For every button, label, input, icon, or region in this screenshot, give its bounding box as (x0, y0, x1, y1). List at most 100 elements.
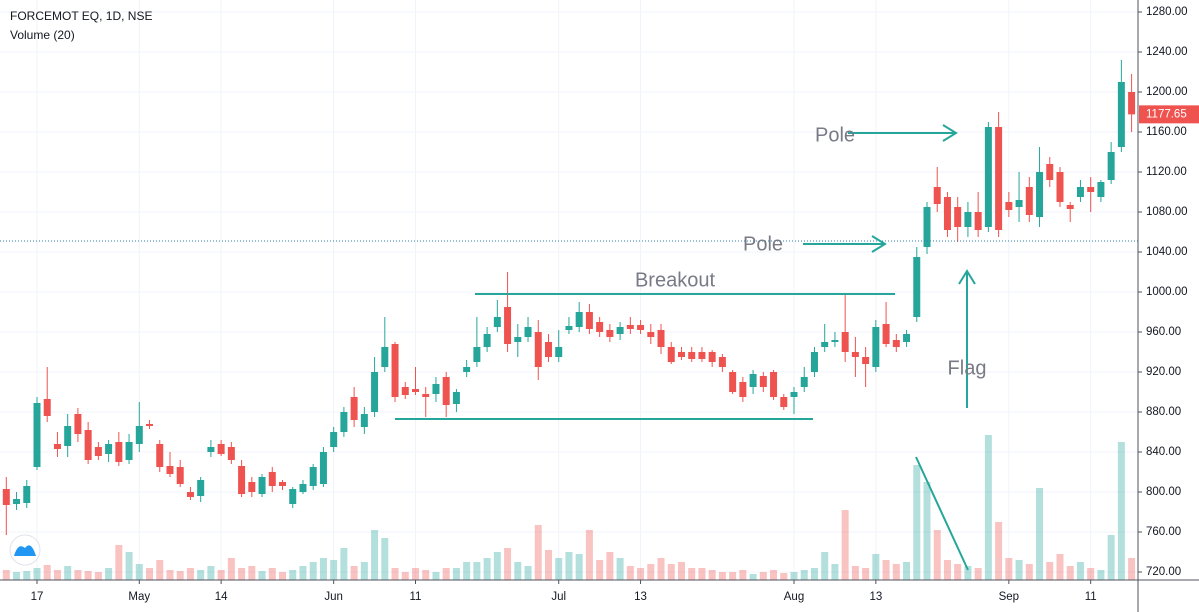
candle-body (943, 197, 951, 230)
volume-bar (1117, 442, 1125, 580)
chart-title: FORCEMOT EQ, 1D, NSE (10, 9, 152, 23)
candle-body (882, 324, 890, 344)
candle-body (156, 444, 164, 467)
candle-body (933, 187, 941, 204)
volume-bar (606, 552, 614, 580)
price-axis-bg (1138, 0, 1199, 612)
axes: 720.00 760.00 800.00 840.00 880.00 920.00 960.… (31, 6, 1199, 603)
candle-body (718, 357, 726, 367)
volume-bar (422, 570, 430, 580)
volume-bar (514, 562, 522, 580)
volume-bar (790, 572, 798, 580)
candle-body (330, 432, 338, 447)
volume-bar (1036, 488, 1044, 580)
volume-bar (954, 564, 962, 580)
volume-bar (555, 558, 563, 580)
y-tick-label: 880.00 (1146, 406, 1181, 418)
volume-bar (534, 525, 542, 580)
x-tick-label: 14 (215, 591, 228, 603)
volume-bar (759, 572, 767, 580)
volume-bar (872, 554, 880, 580)
candle-body (1056, 172, 1064, 202)
volume-bar (279, 572, 287, 580)
candle-body (115, 442, 123, 462)
candle-body (217, 444, 225, 454)
candle-body (401, 387, 409, 395)
candle-body (872, 327, 880, 367)
candle-body (258, 477, 266, 494)
volume-bar (299, 566, 307, 580)
candle-body (616, 327, 624, 334)
candle-body (289, 489, 297, 504)
volume-bar (1097, 570, 1105, 580)
y-tick-label: 720.00 (1146, 566, 1181, 578)
candle-body (688, 352, 696, 359)
candle-body (831, 340, 839, 342)
candle-body (53, 444, 61, 449)
candle-body (33, 403, 41, 467)
candle-body (606, 330, 614, 337)
candle-pane (2, 60, 1136, 535)
candle-body (1025, 187, 1033, 215)
volume-bar (319, 558, 327, 580)
candle-body (360, 414, 368, 427)
candle-body (268, 472, 276, 486)
flag-line (915, 456, 969, 571)
volume-bar (401, 572, 409, 580)
volume-bar (770, 570, 778, 580)
volume-bar (1087, 568, 1095, 580)
candle-body (534, 332, 542, 367)
candle-body (432, 384, 440, 394)
time-axis-bg (0, 580, 1199, 612)
volume-bar (23, 571, 31, 580)
y-tick-label: 1040.00 (1146, 246, 1188, 258)
volume-bar (84, 571, 92, 580)
arrow-head (871, 235, 887, 253)
volume-bar (810, 568, 818, 580)
candle-body (698, 352, 706, 359)
volume-bar (53, 570, 61, 580)
candle-body (493, 317, 501, 327)
volume-bar (207, 566, 215, 580)
candle-body (759, 376, 767, 387)
price-tag-label: 1177.65 (1146, 108, 1187, 120)
candle-body (555, 347, 563, 357)
candle-body (227, 447, 235, 460)
volume-bar (463, 562, 471, 580)
volume-bar (330, 560, 338, 580)
volume-bar (616, 558, 624, 580)
x-tick-label: 13 (634, 591, 647, 603)
x-tick-label: 11 (1085, 591, 1097, 603)
volume-bar (43, 565, 51, 580)
subtitle: Volume (20) (10, 28, 75, 42)
candle-body (647, 332, 655, 337)
volume-bar (289, 570, 297, 580)
volume-bar (493, 552, 501, 580)
candle-body (64, 426, 72, 446)
volume-bar (575, 554, 583, 580)
candle-body (637, 325, 645, 330)
candle-body (1128, 92, 1136, 115)
candle-body (892, 340, 900, 347)
candle-body (94, 447, 102, 456)
candle-body (524, 327, 532, 337)
volume-bar (1025, 564, 1033, 580)
candle-body (913, 257, 921, 317)
candle-body (954, 207, 962, 227)
annotation: Flag (948, 357, 987, 379)
volume-bar (995, 522, 1003, 580)
volume-bar (1015, 560, 1023, 580)
logo-icon[interactable] (14, 545, 36, 556)
volume-bar (473, 562, 481, 580)
candle-body (1036, 172, 1044, 217)
volume-bar (882, 560, 890, 580)
candle-body (391, 344, 399, 397)
candle-body (677, 352, 685, 357)
volume-bar (381, 538, 389, 580)
y-tick-label: 800.00 (1146, 486, 1181, 498)
candle-body (800, 377, 808, 387)
candle-body (13, 499, 21, 504)
logo[interactable] (9, 534, 41, 566)
volume-bar (821, 552, 829, 580)
